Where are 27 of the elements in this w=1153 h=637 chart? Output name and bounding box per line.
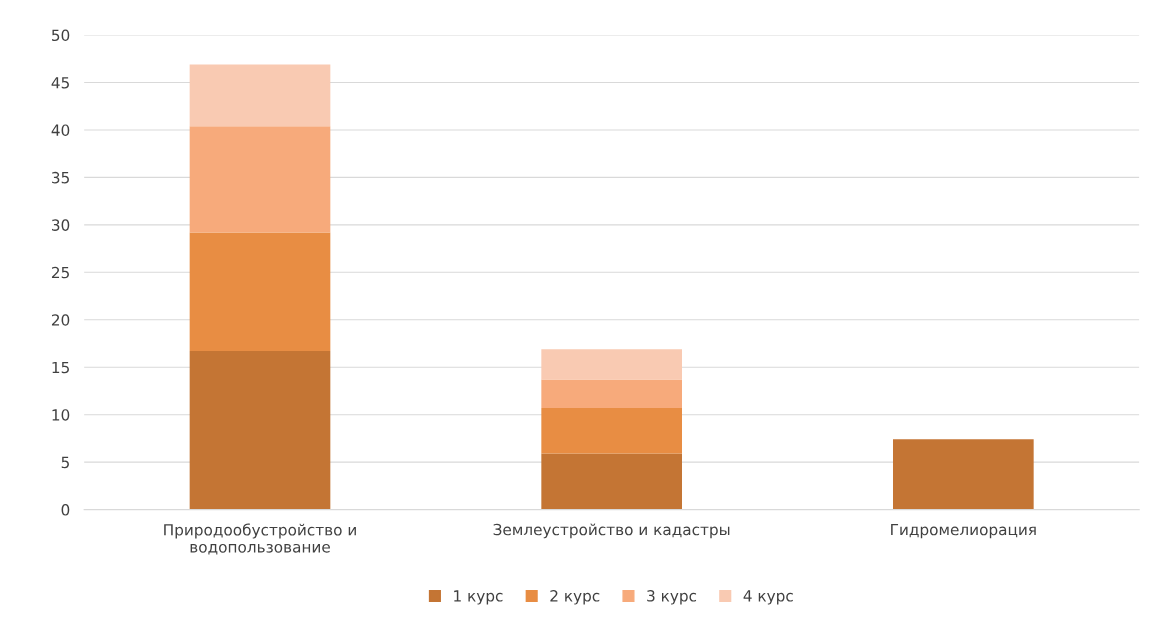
y-tick-label: 25 bbox=[51, 266, 69, 279]
y-tick-label: 30 bbox=[52, 219, 70, 231]
y-tick-label: 45 bbox=[51, 77, 69, 89]
legend-label: 4 курс bbox=[743, 590, 793, 605]
x-tick-label: Гидромелиорация bbox=[891, 523, 1036, 539]
y-tick-label: 15 bbox=[52, 361, 69, 374]
bar bbox=[541, 379, 682, 409]
y-tick-label: 5 bbox=[61, 456, 69, 469]
bar bbox=[189, 351, 331, 510]
bar bbox=[189, 232, 331, 352]
y-tick-label: 20 bbox=[51, 314, 70, 326]
bar bbox=[541, 453, 682, 510]
y-tick-label: 35 bbox=[52, 171, 69, 184]
y-tick-label: 10 bbox=[52, 409, 70, 421]
x-tick-label: Землеустройство и кадастры bbox=[493, 523, 730, 539]
bar bbox=[541, 408, 682, 454]
bar bbox=[541, 349, 682, 380]
legend-label: 2 курс bbox=[550, 590, 600, 605]
y-tick-label: 50 bbox=[52, 29, 70, 42]
bar bbox=[893, 439, 1034, 510]
bar bbox=[189, 126, 331, 233]
legend-label: 3 курс bbox=[647, 590, 697, 605]
legend-label: 1 курс bbox=[454, 590, 503, 605]
y-tick-label: 40 bbox=[51, 124, 70, 136]
bar bbox=[189, 64, 331, 127]
y-tick-label: 0 bbox=[61, 504, 70, 516]
x-tick-label: Природообустройство и водопользование bbox=[164, 523, 356, 555]
